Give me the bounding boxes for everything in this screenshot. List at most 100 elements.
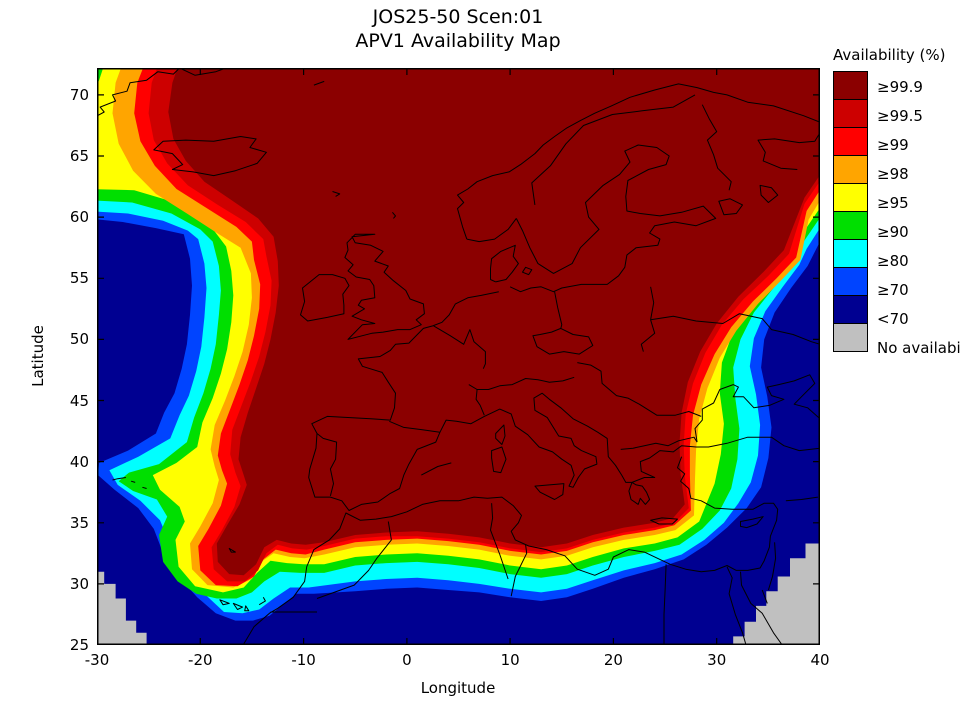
legend-swatch	[833, 239, 868, 268]
no-availability-zone-1	[91, 571, 147, 648]
legend-entry-label: ≥95	[877, 193, 909, 212]
legend-title: Availability (%)	[833, 46, 946, 64]
coastline-onega	[759, 184, 779, 203]
coastline-faroe	[332, 191, 341, 197]
coastline-border-eg-ly	[663, 564, 667, 648]
legend-entry-label: ≥99.9	[877, 77, 923, 96]
coastline-zealand	[522, 266, 533, 276]
coastline-canary-2	[232, 602, 244, 610]
coastline-ladoga	[718, 198, 743, 216]
coastline-border-pyrenees	[389, 420, 440, 433]
legend-entry-label: ≥90	[877, 222, 909, 241]
coastline-border-gr-north	[620, 436, 698, 450]
legend-labels: ≥99.9 ≥99.5 ≥99 ≥98 ≥95 ≥90 ≥80 ≥70 <70 No availa…	[877, 72, 960, 362]
coastline-border-pl-east	[640, 286, 656, 352]
legend-colorbar	[833, 71, 868, 352]
y-tick-label: 35	[69, 513, 89, 532]
figure-title-line2: APV1 Availability Map	[355, 30, 561, 52]
coastline-canary-3	[244, 605, 250, 612]
coastline-oslofjord	[466, 218, 517, 243]
y-tick-label: 45	[69, 391, 89, 410]
coastline-baltic-coast	[509, 144, 717, 293]
coastline-cyprus	[740, 516, 764, 529]
legend-entry-label: No availability	[877, 338, 960, 357]
coastline-canary-1	[219, 599, 230, 606]
legend-swatch	[833, 71, 868, 100]
y-tick-label: 55	[69, 269, 89, 288]
coastline-sicily	[534, 483, 565, 500]
legend-swatch	[833, 155, 868, 184]
legend-swatch	[833, 323, 868, 352]
legend-swatch	[833, 127, 868, 156]
x-tick-label: -10	[291, 651, 316, 669]
legend-swatch	[833, 295, 868, 324]
coastline-border-ma-dz	[316, 521, 392, 599]
legend-entry-label: ≥99	[877, 135, 909, 154]
x-tick-label: 40	[810, 651, 830, 669]
coastline-border-by-ua-ru	[650, 313, 821, 345]
y-tick-label: 40	[69, 452, 89, 471]
figure-title-line1: JOS25-50 Scen:01	[372, 6, 544, 28]
x-axis-label: Longitude	[420, 679, 496, 697]
legend-entry-label: ≥98	[877, 164, 909, 183]
coastline-border-no-se	[531, 94, 696, 205]
coastline-ireland	[300, 274, 350, 322]
coastline-great-britain	[344, 233, 425, 340]
coastline-black-sea-north	[694, 374, 821, 443]
coastline-greenland-fjord	[179, 67, 227, 76]
coastline-border-fr-be-de	[433, 325, 486, 369]
legend-entry-label: <70	[877, 309, 909, 328]
legend-entry-label: ≥99.5	[877, 106, 923, 125]
map-svg	[76, 46, 841, 648]
legend-swatch	[833, 211, 868, 240]
coastline-azores-3	[112, 477, 126, 481]
coastline-denmark	[490, 244, 519, 283]
y-tick-label: 65	[69, 147, 89, 166]
coastline-border-fi-ru	[701, 104, 732, 191]
coastline-border-jordan-rift	[767, 542, 777, 591]
x-tick-label: 20	[603, 651, 623, 669]
no-availability-zone-2	[733, 543, 823, 648]
y-tick-label: 25	[69, 636, 89, 654]
coastline-kola-white-sea	[726, 94, 826, 170]
coastline-border-cz	[532, 327, 594, 355]
coastline-turkey-levant-africa-coast	[241, 456, 779, 648]
legend-swatch	[833, 267, 868, 296]
x-tick-label: -30	[84, 651, 110, 669]
coastline-border-de-pl	[554, 291, 563, 329]
legend-swatch	[833, 99, 868, 128]
coastline-balearics	[421, 462, 452, 476]
y-tick-label: 70	[69, 85, 89, 104]
coastline-azores-2	[130, 480, 136, 483]
legend-entry-label: ≥70	[877, 280, 909, 299]
x-tick-label: 10	[500, 651, 520, 669]
coastline-peloponnese	[628, 481, 651, 505]
coastline-nile	[726, 566, 748, 648]
coastline-iceland	[153, 136, 267, 177]
x-tick-label: 30	[707, 651, 727, 669]
coastline-red-sea	[740, 571, 785, 648]
coastline-shetland	[392, 211, 396, 219]
y-axis-label: Latitude	[29, 325, 47, 387]
availability-map	[76, 46, 841, 648]
y-tick-label: 60	[69, 208, 89, 227]
coastline-border-alps	[468, 376, 575, 390]
plot-frame	[97, 68, 820, 645]
y-tick-label: 50	[69, 330, 89, 349]
coastline-border-fr-it	[475, 389, 485, 416]
x-tick-label: -20	[188, 651, 213, 669]
coastline-sardinia	[491, 446, 507, 474]
legend-entry-label: ≥80	[877, 251, 909, 270]
coastline-border-pt-es	[316, 433, 338, 497]
coastline-border-dz-tn	[490, 503, 509, 580]
coastline-border-tn-ly	[510, 544, 528, 597]
legend-swatch	[833, 183, 868, 212]
coastline-crete	[650, 517, 678, 525]
coastline-madeira	[228, 547, 236, 553]
coastline-jan-mayen	[313, 80, 325, 86]
y-tick-label: 30	[69, 574, 89, 593]
coastline-greenland-coast	[90, 67, 180, 120]
coastline-corsica	[495, 424, 506, 445]
coastline-west-europe-coast	[308, 291, 821, 511]
coastline-gulf-of-aqaba	[761, 589, 768, 604]
